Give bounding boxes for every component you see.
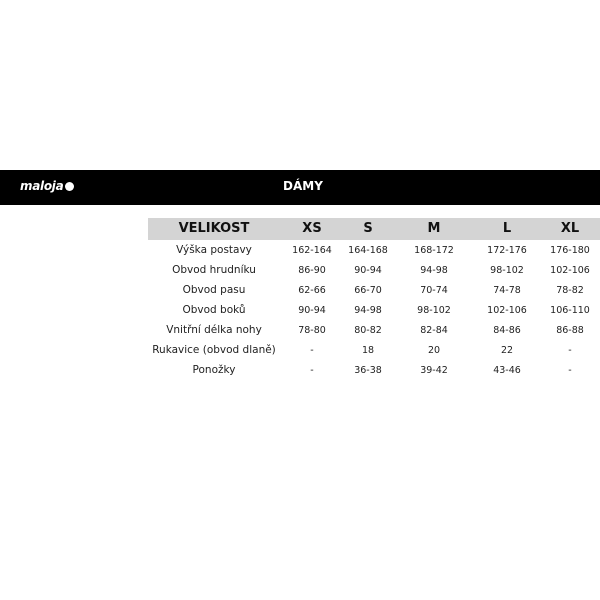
table-cell: 102-106 (550, 265, 590, 276)
row-label: Vnitřní délka nohy (166, 324, 262, 336)
table-cell: 86-90 (298, 265, 326, 276)
table-cell: - (568, 365, 572, 376)
column-header: XS (302, 221, 322, 236)
table-row: Vnitřní délka nohy 78-80 80-82 82-84 84-86 86… (0, 321, 600, 341)
title-bar: maloja DÁMY (0, 170, 600, 205)
table-header: VELIKOST XS S M L XL (148, 218, 600, 240)
row-label: Rukavice (obvod dlaně) (152, 344, 276, 356)
column-header: XL (560, 221, 580, 236)
logo-text: maloja (20, 179, 64, 193)
table-cell: 98-102 (417, 305, 451, 316)
table-cell: 66-70 (354, 285, 382, 296)
table-cell: 102-106 (487, 305, 527, 316)
table-cell: 43-46 (493, 365, 521, 376)
table-cell: 78-80 (298, 325, 326, 336)
table-cell: 22 (500, 345, 514, 356)
column-header: L (502, 221, 512, 236)
table-cell: 39-42 (420, 365, 448, 376)
table-cell: 94-98 (420, 265, 448, 276)
table-cell: 172-176 (487, 245, 527, 256)
table-row: Rukavice (obvod dlaně) - 18 20 22 - (0, 341, 600, 361)
table-row: Obvod hrudníku 86-90 90-94 94-98 98-102 102-1… (0, 261, 600, 281)
table-cell: - (310, 345, 314, 356)
column-header: M (427, 221, 441, 236)
table-row: Výška postavy 162-164 164-168 168-172 172-17… (0, 241, 600, 261)
logo-mark-icon (65, 182, 75, 191)
table-cell: 94-98 (354, 305, 382, 316)
table-cell: 176-180 (550, 245, 590, 256)
row-label: Obvod boků (182, 304, 246, 316)
table-cell: 62-66 (298, 285, 326, 296)
table-cell: - (568, 345, 572, 356)
table-cell: 18 (361, 345, 375, 356)
column-header: S (363, 221, 373, 236)
table-cell: 98-102 (490, 265, 524, 276)
table-cell: 90-94 (298, 305, 326, 316)
table-cell: 36-38 (354, 365, 382, 376)
row-label: Ponožky (192, 364, 236, 376)
section-title: DÁMY (283, 179, 323, 193)
table-cell: 168-172 (414, 245, 454, 256)
row-label: Obvod hrudníku (172, 264, 256, 276)
table-cell: 70-74 (420, 285, 448, 296)
table-cell: 164-168 (348, 245, 388, 256)
table-cell: 86-88 (556, 325, 584, 336)
column-header: VELIKOST (178, 221, 250, 236)
row-label: Obvod pasu (182, 284, 246, 296)
table-cell: - (310, 365, 314, 376)
table-cell: 74-78 (493, 285, 521, 296)
table-cell: 90-94 (354, 265, 382, 276)
table-cell: 84-86 (493, 325, 521, 336)
table-cell: 20 (427, 345, 441, 356)
table-row: Ponožky - 36-38 39-42 43-46 - (0, 361, 600, 381)
table-row: Obvod boků 90-94 94-98 98-102 102-106 106-110 (0, 301, 600, 321)
row-label: Výška postavy (176, 244, 252, 256)
table-cell: 162-164 (292, 245, 332, 256)
table-cell: 82-84 (420, 325, 448, 336)
table-cell: 106-110 (550, 305, 590, 316)
table-cell: 78-82 (556, 285, 584, 296)
table-cell: 80-82 (354, 325, 382, 336)
table-row: Obvod pasu 62-66 66-70 70-74 74-78 78-82 (0, 281, 600, 301)
maloja-logo: maloja (20, 179, 75, 193)
